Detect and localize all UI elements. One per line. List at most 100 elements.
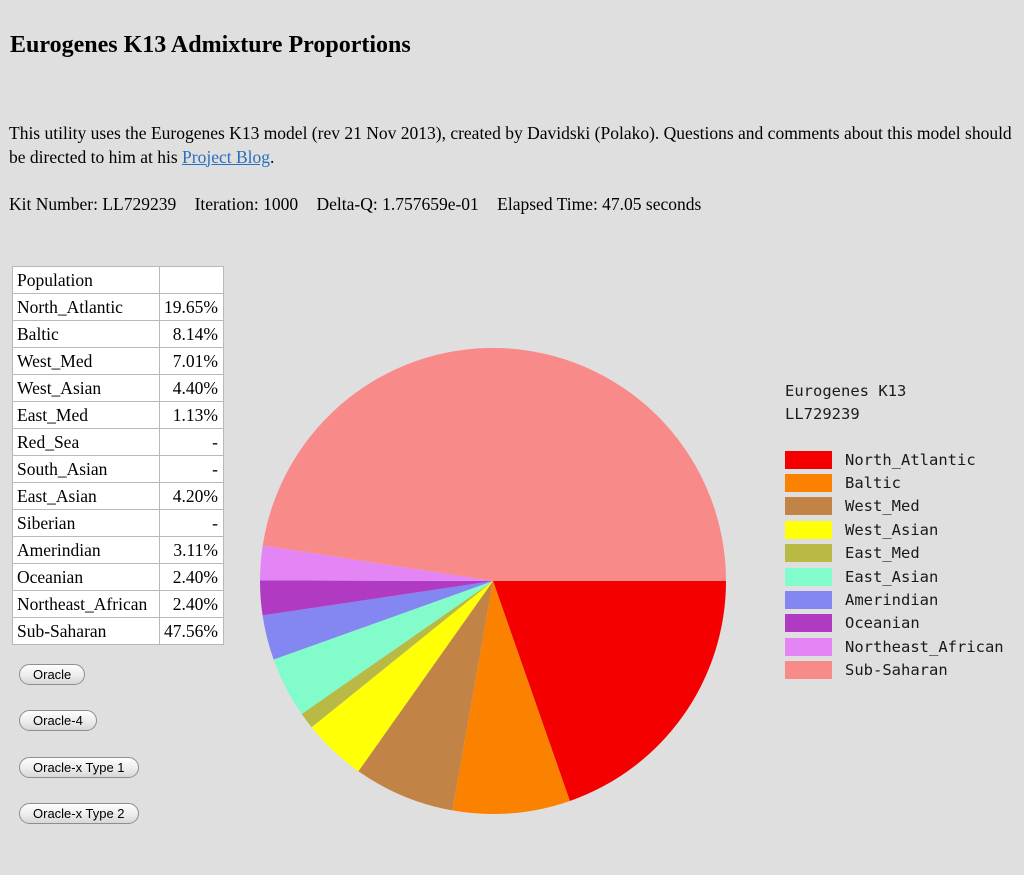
table-row: Oceanian 2.40% — [12, 563, 224, 591]
legend-item: North_Atlantic — [785, 448, 1004, 471]
legend-item: Sub-Saharan — [785, 659, 1004, 682]
population-cell: Red_Sea — [12, 428, 160, 456]
pie-slice-amerindian — [262, 581, 493, 660]
chart-title-line2: LL729239 — [785, 405, 860, 423]
table-row: Baltic 8.14% — [12, 320, 224, 348]
value-cell: 19.65% — [159, 293, 224, 321]
table-row: South_Asian - — [12, 455, 224, 483]
pie-slice-oceanian — [259, 580, 493, 616]
value-cell: 4.40% — [159, 374, 224, 402]
value-cell: 1.13% — [159, 401, 224, 429]
iteration: Iteration: 1000 — [194, 194, 299, 214]
value-cell: - — [159, 455, 224, 483]
table-row: North_Atlantic 19.65% — [12, 293, 224, 321]
page-title: Eurogenes K13 Admixture Proportions — [10, 32, 411, 58]
table-row: Sub-Saharan 47.56% — [12, 617, 224, 645]
table-row: East_Med 1.13% — [12, 401, 224, 429]
legend-label: West_Med — [845, 497, 920, 516]
legend-label: Baltic — [845, 474, 901, 493]
value-cell: 47.56% — [159, 617, 224, 645]
population-cell: West_Asian — [12, 374, 160, 402]
population-cell: Baltic — [12, 320, 160, 348]
legend-item: Northeast_African — [785, 635, 1004, 658]
population-cell: West_Med — [12, 347, 160, 375]
delta-q: Delta-Q: 1.757659e-01 — [316, 194, 479, 214]
table-row: Amerindian 3.11% — [12, 536, 224, 564]
table-row: West_Med 7.01% — [12, 347, 224, 375]
table-header-population: Population — [12, 266, 160, 294]
legend-item: West_Med — [785, 495, 1004, 518]
legend-label: Northeast_African — [845, 637, 1004, 656]
oracle-x-type-2-button[interactable]: Oracle-x Type 2 — [19, 803, 139, 824]
value-cell: - — [159, 509, 224, 537]
table-row: Siberian - — [12, 509, 224, 537]
value-cell: - — [159, 428, 224, 456]
legend-swatch — [785, 637, 832, 656]
pie-chart — [259, 348, 726, 815]
value-cell: 2.40% — [159, 590, 224, 618]
pie-slice-east_med — [301, 581, 493, 728]
oracle-button[interactable]: Oracle — [19, 664, 86, 685]
population-cell: Siberian — [12, 509, 160, 537]
kit-number: Kit Number: LL729239 — [9, 194, 177, 214]
oracle-4-button[interactable]: Oracle-4 — [19, 710, 97, 731]
value-cell: 2.40% — [159, 563, 224, 591]
pie-slice-east_asian — [273, 581, 493, 715]
value-cell: 3.11% — [159, 536, 224, 564]
project-blog-link[interactable]: Project Blog — [182, 146, 270, 167]
table-row: Red_Sea - — [12, 428, 224, 456]
population-cell: Oceanian — [12, 563, 160, 591]
table-row: East_Asian 4.20% — [12, 482, 224, 510]
pie-slice-sub-saharan — [262, 348, 726, 581]
legend-swatch — [785, 474, 832, 493]
value-cell: 8.14% — [159, 320, 224, 348]
value-cell: 7.01% — [159, 347, 224, 375]
legend-swatch — [785, 591, 832, 610]
table-header-row: Population — [12, 266, 224, 294]
legend-item: West_Asian — [785, 518, 1004, 541]
legend-label: Oceanian — [845, 614, 920, 633]
elapsed-time: Elapsed Time: 47.05 seconds — [497, 194, 702, 214]
legend-label: Sub-Saharan — [845, 661, 948, 680]
oracle-x-type-1-button[interactable]: Oracle-x Type 1 — [19, 757, 139, 778]
legend-swatch — [785, 497, 832, 516]
population-cell: East_Med — [12, 401, 160, 429]
description-text: This utility uses the Eurogenes K13 mode… — [9, 122, 1021, 169]
legend-label: East_Med — [845, 544, 920, 563]
legend-label: West_Asian — [845, 520, 939, 539]
legend-swatch — [785, 520, 832, 539]
table-row: West_Asian 4.40% — [12, 374, 224, 402]
legend-label: North_Atlantic — [845, 450, 976, 469]
table-header-value — [159, 266, 224, 294]
pie-slice-west_med — [358, 581, 493, 811]
chart-title: Eurogenes K13 LL729239 — [785, 380, 906, 426]
legend-swatch — [785, 450, 832, 469]
legend-swatch — [785, 661, 832, 680]
legend-swatch — [785, 544, 832, 563]
legend-label: Amerindian — [845, 591, 939, 610]
table-row: Northeast_African 2.40% — [12, 590, 224, 618]
description-after-link: . — [270, 146, 275, 167]
legend-label: East_Asian — [845, 567, 939, 586]
legend-item: East_Asian — [785, 565, 1004, 588]
pie-slice-west_asian — [311, 581, 493, 772]
population-cell: Amerindian — [12, 536, 160, 564]
population-cell: East_Asian — [12, 482, 160, 510]
legend-item: Oceanian — [785, 612, 1004, 635]
pie-slice-baltic — [452, 581, 570, 815]
legend-item: Amerindian — [785, 588, 1004, 611]
legend-swatch — [785, 614, 832, 633]
admixture-table: Population North_Atlantic 19.65% Baltic 8.… — [12, 266, 224, 645]
description-before-link: This utility uses the Eurogenes K13 mode… — [9, 123, 1012, 167]
population-cell: Northeast_African — [12, 590, 160, 618]
population-cell: South_Asian — [12, 455, 160, 483]
kit-info-line: Kit Number: LL729239 Iteration: 1000 Del… — [9, 194, 715, 215]
value-cell: 4.20% — [159, 482, 224, 510]
pie-slice-north_atlantic — [493, 581, 726, 801]
pie-slice-northeast_african — [260, 545, 493, 581]
chart-legend: North_Atlantic Baltic West_Med West_Asia… — [785, 448, 1004, 682]
legend-swatch — [785, 567, 832, 586]
population-cell: North_Atlantic — [12, 293, 160, 321]
population-cell: Sub-Saharan — [12, 617, 160, 645]
chart-title-line1: Eurogenes K13 — [785, 382, 907, 400]
